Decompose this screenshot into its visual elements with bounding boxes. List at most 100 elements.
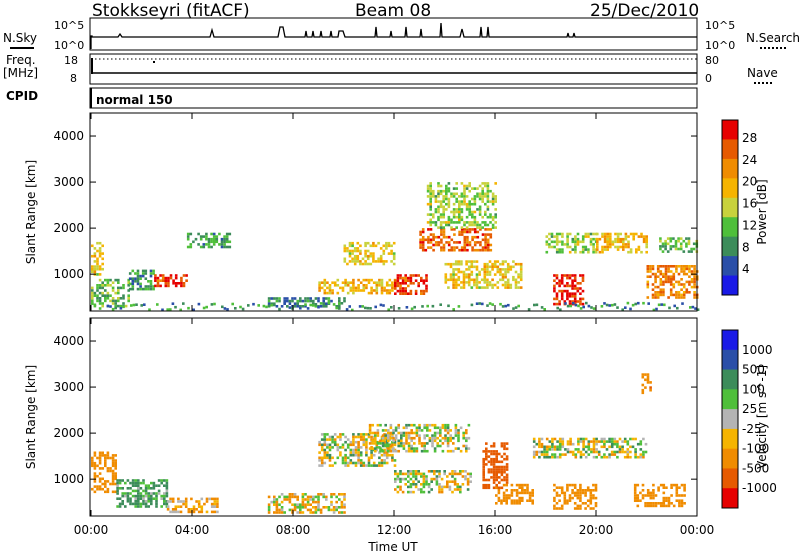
heatmap-cell bbox=[98, 467, 102, 470]
heatmap-cell bbox=[91, 267, 94, 271]
heatmap-cell bbox=[375, 286, 379, 290]
heatmap-cell bbox=[396, 282, 400, 285]
heatmap-cell bbox=[629, 232, 633, 236]
heatmap-cell bbox=[568, 494, 572, 497]
heatmap-cell bbox=[558, 499, 561, 502]
heatmap-cell bbox=[453, 483, 457, 486]
heatmap-cell bbox=[348, 244, 352, 248]
heatmap-cell bbox=[690, 250, 693, 253]
heatmap-cell bbox=[491, 200, 495, 203]
heatmap-cell bbox=[473, 215, 477, 219]
heatmap-cell bbox=[433, 470, 436, 473]
heatmap-cell bbox=[432, 215, 435, 219]
heatmap-cell bbox=[332, 511, 336, 514]
heatmap-cell bbox=[174, 276, 178, 280]
heatmap-cell bbox=[119, 307, 123, 310]
heatmap-cell bbox=[558, 300, 561, 303]
heatmap-cell bbox=[452, 192, 456, 196]
heatmap-cell bbox=[505, 494, 508, 497]
heatmap-cell bbox=[382, 252, 386, 255]
heatmap-cell bbox=[622, 237, 625, 241]
heatmap-cell bbox=[257, 304, 260, 307]
heatmap-cell bbox=[459, 472, 462, 476]
heatmap-cell bbox=[332, 506, 336, 509]
heatmap-cell bbox=[104, 464, 107, 468]
heatmap-cell bbox=[429, 189, 432, 193]
heatmap-cell bbox=[601, 250, 604, 254]
heatmap-cell bbox=[109, 456, 112, 460]
heatmap-cell bbox=[213, 502, 217, 506]
heatmap-cell bbox=[368, 431, 372, 435]
heatmap-cell bbox=[288, 493, 292, 496]
heatmap-cell bbox=[419, 238, 422, 242]
heatmap-cell bbox=[492, 444, 496, 448]
heatmap-cell bbox=[122, 297, 125, 300]
heatmap-cell bbox=[365, 448, 368, 452]
heatmap-cell bbox=[407, 292, 410, 295]
heatmap-cell bbox=[594, 250, 598, 254]
heatmap-cell bbox=[651, 288, 655, 291]
heatmap-cell bbox=[149, 285, 153, 288]
heatmap-cell bbox=[404, 483, 407, 486]
heatmap-cell bbox=[611, 240, 615, 244]
heatmap-cell bbox=[356, 254, 360, 258]
heatmap-cell bbox=[514, 262, 518, 266]
heatmap-cell bbox=[444, 426, 447, 430]
heatmap-cell bbox=[161, 308, 164, 312]
heatmap-cell bbox=[538, 445, 541, 449]
heatmap-cell bbox=[225, 245, 229, 249]
heatmap-cell bbox=[319, 305, 323, 308]
heatmap-cell bbox=[357, 433, 360, 436]
heatmap-cell bbox=[349, 461, 353, 465]
heatmap-cell bbox=[518, 499, 521, 502]
heatmap-cell bbox=[160, 494, 163, 498]
heatmap-cell bbox=[160, 497, 163, 500]
heatmap-cell bbox=[101, 281, 104, 284]
heatmap-cell bbox=[587, 448, 591, 451]
heatmap-cell bbox=[404, 274, 407, 277]
heatmap-cell bbox=[335, 500, 338, 504]
heatmap-cell bbox=[369, 307, 372, 310]
heatmap-cell bbox=[693, 296, 696, 299]
heatmap-cell bbox=[453, 233, 456, 236]
heatmap-cell bbox=[397, 449, 400, 453]
heatmap-cell bbox=[666, 242, 670, 246]
heatmap-cell bbox=[614, 240, 617, 244]
heatmap-cell bbox=[496, 260, 500, 263]
heatmap-cell bbox=[427, 490, 431, 494]
heatmap-cell bbox=[659, 291, 663, 294]
heatmap-cell bbox=[555, 491, 559, 495]
heatmap-cell bbox=[654, 291, 657, 294]
heatmap-cell bbox=[370, 291, 373, 295]
heatmap-cell bbox=[426, 449, 429, 453]
heatmap-cell bbox=[659, 283, 663, 286]
heatmap-cell bbox=[419, 233, 422, 236]
heatmap-cell bbox=[202, 235, 206, 238]
heatmap-cell bbox=[366, 241, 370, 245]
heatmap-cell bbox=[481, 182, 484, 185]
heatmap-cell bbox=[452, 281, 455, 284]
heatmap-cell bbox=[273, 500, 276, 504]
heatmap-cell bbox=[197, 500, 201, 503]
heatmap-cell bbox=[555, 292, 559, 295]
heatmap-cell bbox=[293, 297, 297, 300]
heatmap-cell bbox=[104, 289, 107, 292]
heatmap-cell bbox=[388, 291, 392, 295]
heatmap-cell bbox=[636, 455, 640, 459]
heatmap-cell bbox=[106, 456, 110, 460]
heatmap-cell bbox=[407, 276, 410, 280]
heatmap-cell bbox=[598, 237, 602, 241]
heatmap-cell bbox=[556, 448, 559, 451]
heatmap-cell bbox=[465, 431, 468, 435]
heatmap-cell bbox=[563, 496, 567, 500]
heatmap-cell bbox=[425, 274, 428, 277]
heatmap-cell bbox=[463, 243, 467, 247]
heatmap-cell bbox=[432, 189, 435, 193]
heatmap-cell bbox=[346, 464, 350, 467]
heatmap-cell bbox=[425, 289, 428, 293]
heatmap-cell bbox=[592, 437, 596, 441]
heatmap-cell bbox=[486, 304, 489, 307]
heatmap-cell bbox=[333, 284, 337, 287]
heatmap-cell bbox=[390, 244, 393, 248]
heatmap-cell bbox=[109, 294, 112, 297]
